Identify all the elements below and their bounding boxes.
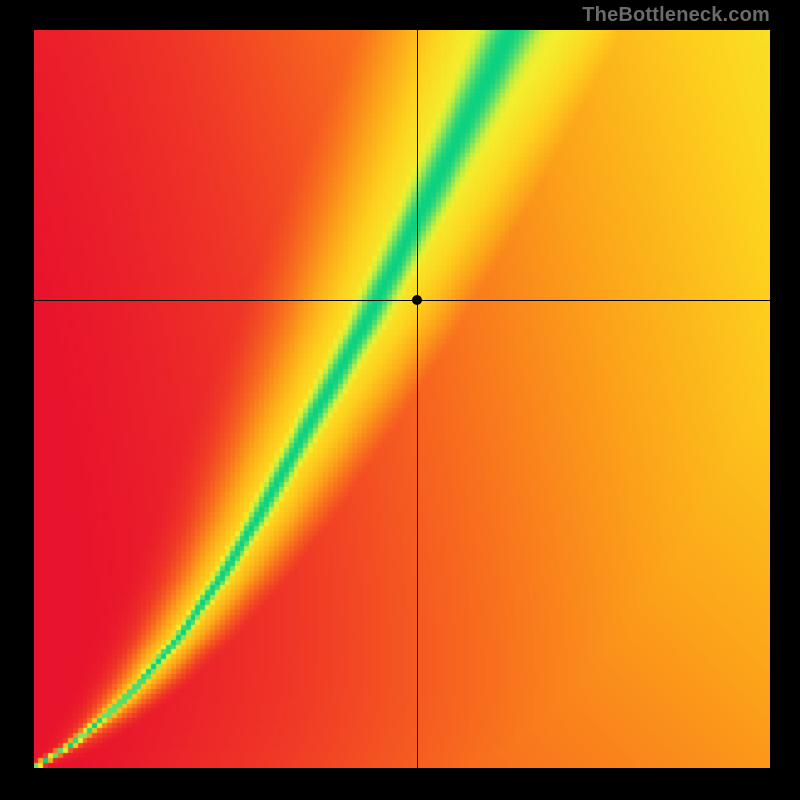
chart-container: TheBottleneck.com	[0, 0, 800, 800]
plot-frame	[34, 30, 770, 768]
bottleneck-heatmap	[34, 30, 770, 768]
watermark-label: TheBottleneck.com	[582, 4, 770, 27]
crosshair-horizontal-line	[34, 300, 770, 301]
crosshair-vertical-line	[417, 30, 418, 768]
